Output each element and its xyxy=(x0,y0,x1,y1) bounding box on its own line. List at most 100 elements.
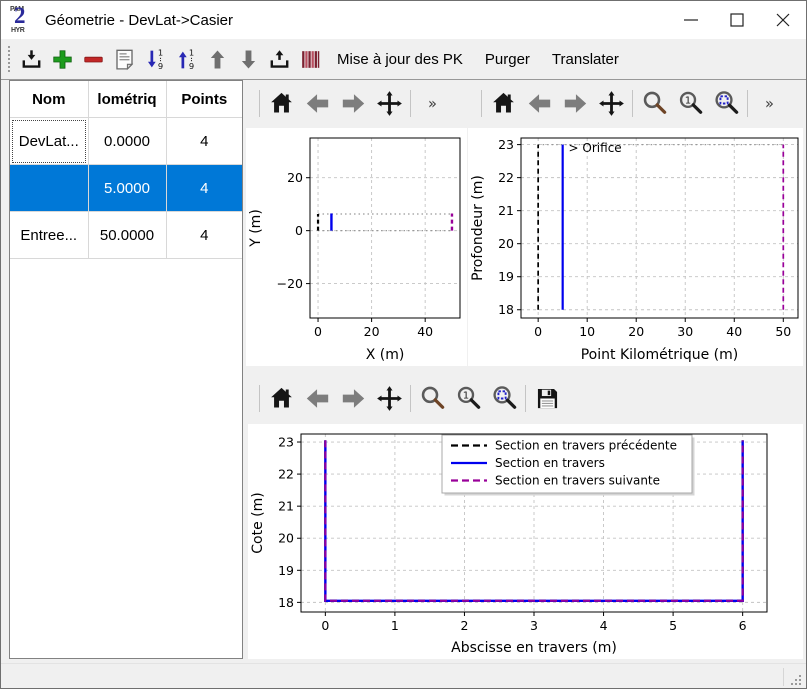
table-row-selected[interactable]: 5.0000 4 xyxy=(10,164,242,212)
cell-pk[interactable]: 50.0000 xyxy=(87,211,167,259)
profile-plot-toolbar: 1» xyxy=(468,80,806,126)
svg-text:Y (m): Y (m) xyxy=(248,209,264,248)
cell-nom[interactable]: Entree... xyxy=(10,211,89,259)
forward-icon xyxy=(564,93,586,113)
translate-action-button[interactable]: Translater xyxy=(541,44,630,74)
home-button[interactable] xyxy=(263,84,299,122)
svg-text:18: 18 xyxy=(278,595,294,610)
svg-text:Section en travers suivante: Section en travers suivante xyxy=(495,474,660,488)
forward-button[interactable] xyxy=(335,379,371,417)
export-button[interactable] xyxy=(264,44,295,75)
maximize-button[interactable] xyxy=(714,1,760,39)
movedown-icon xyxy=(241,50,256,68)
toolbar-separator xyxy=(259,384,260,412)
plan-plot-panel: » 0 20 40 −20 0 20 X (m) Y (m) xyxy=(246,80,468,370)
pan-button[interactable] xyxy=(371,379,407,417)
back-button[interactable] xyxy=(299,379,335,417)
purge-action-button[interactable]: Purger xyxy=(474,44,541,74)
svg-text:Point Kilométrique (m): Point Kilométrique (m) xyxy=(581,347,739,363)
toolbar-separator xyxy=(525,384,526,412)
svg-text:20: 20 xyxy=(364,324,380,339)
zoom-one-button[interactable]: 1 xyxy=(450,379,486,417)
forward-button[interactable] xyxy=(335,84,371,122)
zoom-rect-button[interactable] xyxy=(486,379,522,417)
window-title: Géometrie - DevLat->Casier xyxy=(45,11,233,29)
zoom-rect-icon xyxy=(714,90,738,114)
export-icon xyxy=(270,49,289,68)
svg-text:> Orifice: > Orifice xyxy=(569,141,622,155)
close-button[interactable] xyxy=(760,1,806,39)
cell-pk[interactable]: 5.0000 xyxy=(87,164,167,212)
delete-button[interactable] xyxy=(78,44,109,75)
zoom-one-button[interactable]: 1 xyxy=(672,84,708,122)
toolbar-separator xyxy=(410,384,411,412)
svg-text:0: 0 xyxy=(534,324,542,339)
toolbar-separator xyxy=(632,89,633,117)
overflow-button[interactable]: » xyxy=(751,84,787,122)
edit-button[interactable] xyxy=(109,44,140,75)
pan-button[interactable] xyxy=(593,84,629,122)
cell-points[interactable]: 4 xyxy=(165,117,242,165)
back-button[interactable] xyxy=(521,84,557,122)
minimize-button[interactable] xyxy=(668,1,714,39)
pan-button[interactable] xyxy=(371,84,407,122)
svg-text:9: 9 xyxy=(189,61,194,71)
toolbar-drag-handle[interactable] xyxy=(8,46,10,72)
move-up-button[interactable] xyxy=(202,44,233,75)
overflow-icon: » xyxy=(428,95,437,112)
home-icon xyxy=(270,92,292,112)
titlebar: PAM 2 HYR Géometrie - DevLat->Casier xyxy=(1,1,806,39)
svg-text:4: 4 xyxy=(600,618,608,633)
zoom-button[interactable] xyxy=(636,84,672,122)
cell-pk[interactable]: 0.0000 xyxy=(87,117,167,165)
plan-plot-toolbar: » xyxy=(246,80,468,126)
col-header-points[interactable]: Points xyxy=(165,81,242,118)
cell-points[interactable]: 4 xyxy=(165,211,242,259)
save-button[interactable] xyxy=(529,379,565,417)
svg-text:22: 22 xyxy=(498,170,514,185)
maximize-icon xyxy=(730,13,744,27)
forward-button[interactable] xyxy=(557,84,593,122)
table-row[interactable]: Entree... 50.0000 4 xyxy=(10,211,242,259)
add-button[interactable] xyxy=(47,44,78,75)
status-bar-separator xyxy=(783,668,784,686)
profile-plot-canvas[interactable]: 0 10 20 30 40 50 18 19 20 21 22 23 Point Kilométriqu… xyxy=(468,128,803,366)
sections-table-panel: Nom lométriq Points DevLat... 0.0000 4 5… xyxy=(9,80,243,659)
cell-nom[interactable] xyxy=(10,164,89,212)
svg-text:0: 0 xyxy=(321,618,329,633)
col-header-nom[interactable]: Nom xyxy=(10,81,89,118)
svg-text:1: 1 xyxy=(391,618,399,633)
overflow-button[interactable]: » xyxy=(414,84,450,122)
plan-plot-canvas[interactable]: 0 20 40 −20 0 20 X (m) Y (m) xyxy=(246,128,467,366)
col-header-kilometrique[interactable]: lométriq xyxy=(87,81,167,118)
home-button[interactable] xyxy=(263,379,299,417)
table-row[interactable]: DevLat... 0.0000 4 xyxy=(10,117,242,165)
move-down-button[interactable] xyxy=(233,44,264,75)
update-pk-action-button[interactable]: Mise à jour des PK xyxy=(326,44,474,74)
edit-icon xyxy=(116,49,134,70)
toolbar-separator xyxy=(410,89,411,117)
back-button[interactable] xyxy=(299,84,335,122)
import-button[interactable] xyxy=(16,44,47,75)
svg-text:Cote (m): Cote (m) xyxy=(250,492,266,553)
svg-text:23: 23 xyxy=(498,137,514,152)
toolbar-separator xyxy=(747,89,748,117)
logo-top-text: PAM xyxy=(10,6,24,13)
svg-text:9: 9 xyxy=(158,61,163,71)
resize-grip-icon[interactable] xyxy=(789,673,803,687)
svg-text:19: 19 xyxy=(498,269,514,284)
cell-nom[interactable]: DevLat... xyxy=(10,117,89,165)
cross-section-plot-toolbar: 1 xyxy=(246,374,806,422)
zoom-icon xyxy=(643,91,666,114)
table-header-row: Nom lométriq Points xyxy=(10,81,242,118)
cell-points[interactable]: 4 xyxy=(165,164,242,212)
svg-text:23: 23 xyxy=(278,435,294,450)
home-button[interactable] xyxy=(485,84,521,122)
update-pk-button[interactable] xyxy=(295,44,326,75)
zoom-rect-button[interactable] xyxy=(708,84,744,122)
zoom-button[interactable] xyxy=(414,379,450,417)
